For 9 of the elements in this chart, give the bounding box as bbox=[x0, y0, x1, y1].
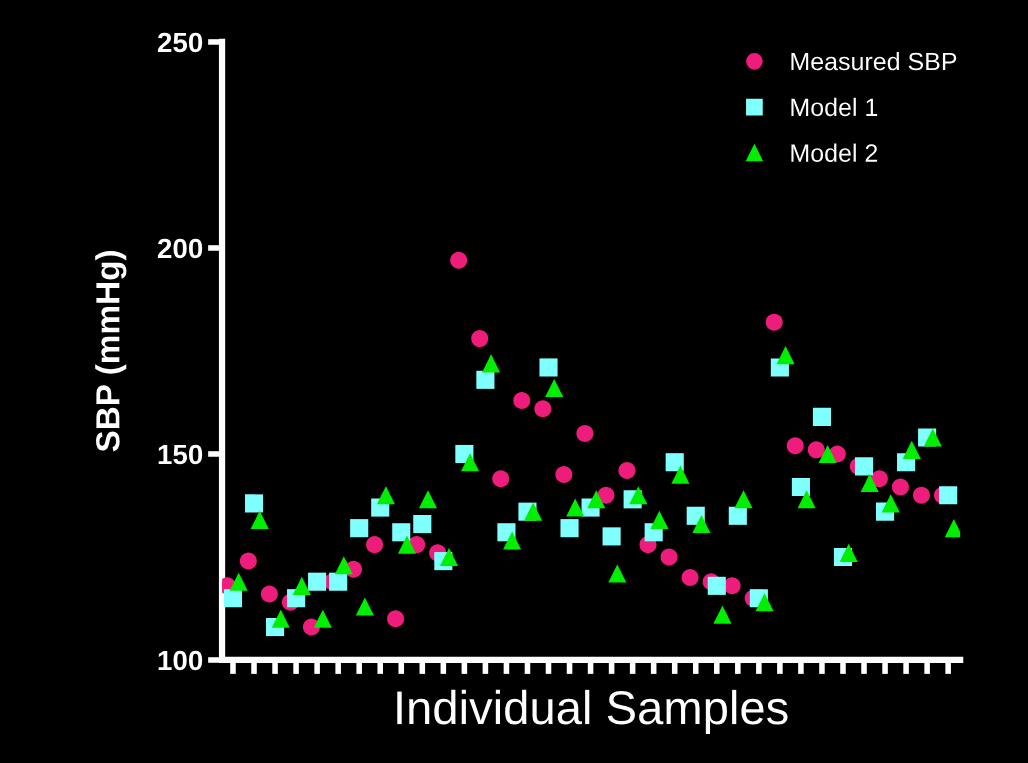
y-tick-label: 250 bbox=[157, 32, 203, 53]
y-tick-label: 200 bbox=[157, 238, 203, 259]
y-tick-label: 150 bbox=[158, 444, 203, 465]
legend-label: Model 1 bbox=[791, 97, 878, 117]
x-axis-title: Individual Samples bbox=[397, 689, 788, 734]
legend-label: Measured SBP bbox=[791, 51, 957, 71]
y-tick-label: 100 bbox=[158, 650, 203, 671]
legend-label: Model 2 bbox=[791, 143, 878, 162]
y-axis-title: SBP (mmHg) bbox=[95, 251, 127, 452]
